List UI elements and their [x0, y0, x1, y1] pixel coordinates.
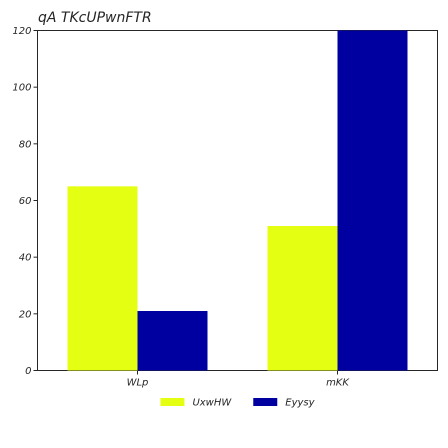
bar-UxwHW-WLp — [67, 186, 138, 371]
y-tick-label: 60 — [19, 196, 32, 207]
legend: UxwHW Eyysy — [160, 398, 316, 409]
chart-title: qA TKcUPwnFTR — [38, 10, 152, 26]
legend-swatch-Eyysy — [253, 398, 278, 406]
legend-label: Eyysy — [285, 398, 315, 409]
bar-Eyysy-mKK — [337, 30, 408, 371]
y-tick-label: 80 — [19, 139, 32, 150]
legend-label: UxwHW — [192, 398, 232, 409]
y-tick-label: 40 — [19, 253, 32, 264]
x-tick-label: mKK — [326, 378, 350, 389]
bar-Eyysy-WLp — [137, 311, 208, 371]
bar-UxwHW-mKK — [267, 226, 338, 371]
x-tick-label: WLp — [127, 378, 149, 389]
bars-layer — [67, 30, 408, 371]
y-tick-label: 100 — [12, 83, 31, 94]
y-axis-ticks: 0 20 40 60 80 100 120 — [12, 26, 38, 377]
x-axis-ticks: WLp mKK — [127, 370, 350, 389]
y-tick-label: 120 — [12, 26, 31, 37]
legend-swatch-UxwHW — [160, 398, 185, 406]
y-tick-label: 20 — [19, 309, 32, 320]
y-tick-label: 0 — [25, 366, 31, 377]
